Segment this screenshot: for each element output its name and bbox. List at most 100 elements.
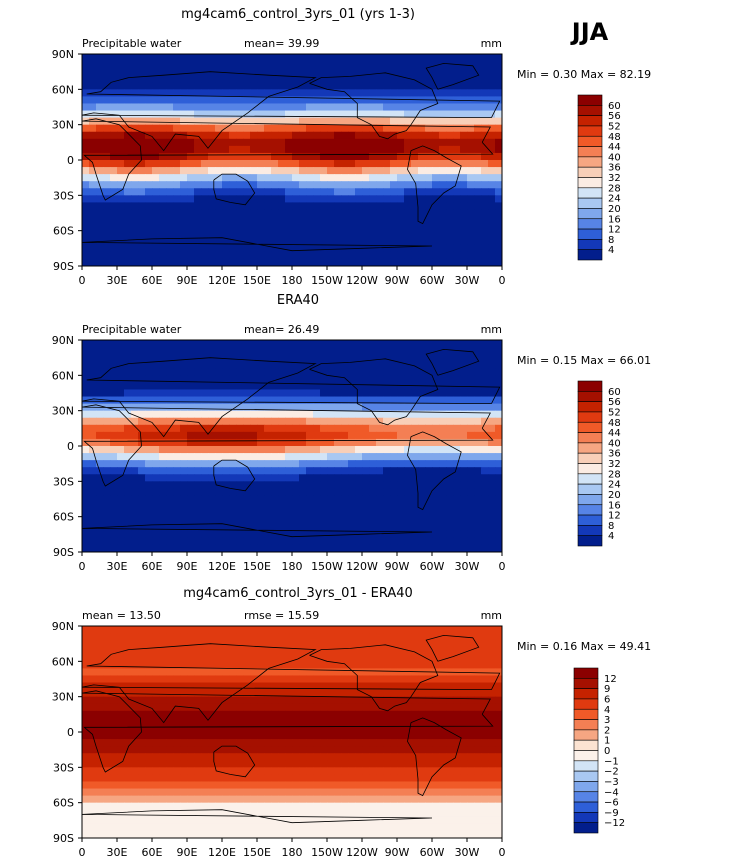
x-tick-label: 150W (311, 560, 343, 573)
colorbar-label: 28 (608, 469, 621, 480)
y-tick-label: 60N (52, 83, 74, 96)
y-tick-label: 60N (52, 369, 74, 382)
x-tick-label: 30E (107, 560, 128, 573)
coastline (407, 145, 462, 225)
colorbar-swatch (577, 411, 603, 423)
colorbar-label: 4 (604, 705, 610, 716)
colorbar-label: 60 (608, 101, 621, 112)
colorbar-label: 12 (608, 511, 621, 522)
colorbar-label: 28 (608, 183, 621, 194)
map-field (82, 340, 502, 552)
y-tick-label: 30S (53, 761, 74, 774)
coastline (82, 357, 501, 438)
colorbar-label: 12 (604, 674, 617, 685)
y-tick-label: 90N (52, 620, 74, 633)
colorbar-label: 8 (608, 521, 614, 532)
colorbar-label: 48 (608, 132, 621, 143)
colorbar-label: 56 (608, 397, 621, 408)
colorbar-label: 4 (608, 531, 614, 542)
colorbar-swatch (577, 473, 603, 485)
y-tick-label: 60N (52, 655, 74, 668)
x-tick-label: 60E (142, 560, 163, 573)
y-tick-label: 0 (67, 440, 74, 453)
y-tick-label: 30N (52, 691, 74, 704)
panel-center-label: mean= 26.49 (244, 323, 319, 336)
colorbar-label: 0 (604, 746, 610, 757)
y-tick-label: 90S (53, 832, 74, 845)
colorbar-swatch (577, 525, 603, 536)
colorbar-swatch (577, 94, 603, 106)
panel-2: ERA40 Precipitable water mean= 26.49 mm Min … (52, 293, 651, 573)
colorbar-swatch (577, 197, 603, 209)
colorbar-swatch (577, 249, 603, 261)
coastline (407, 717, 462, 797)
x-tick-label: 120E (208, 274, 236, 287)
panel-left-label: mean = 13.50 (82, 609, 161, 622)
colorbar-label: 44 (608, 428, 621, 439)
minmax-readout: Min = 0.16 Max = 49.41 (517, 640, 651, 653)
panel-left-label: Precipitable water (82, 37, 182, 50)
coastline (82, 643, 501, 724)
x-tick-label: 150E (243, 560, 271, 573)
coastline (82, 237, 433, 266)
x-tick-label: 30W (455, 274, 480, 287)
colorbar-label: 40 (608, 438, 621, 449)
x-tick-label: 180 (282, 274, 303, 287)
x-tick-label: 0 (499, 846, 506, 859)
colorbar-swatch (573, 708, 599, 720)
coastline (309, 358, 439, 426)
colorbar-swatch (577, 380, 603, 392)
coastline (425, 348, 480, 376)
colorbar-swatch (573, 750, 599, 762)
colorbar-swatch (573, 812, 599, 823)
y-tick-label: 0 (67, 154, 74, 167)
colorbar-label: 32 (608, 173, 621, 184)
colorbar-swatch (577, 463, 603, 475)
colorbar-swatch (577, 156, 603, 168)
colorbar-label: 36 (608, 449, 621, 460)
x-tick-label: 60W (420, 560, 445, 573)
x-tick-label: 120E (208, 560, 236, 573)
x-tick-label: 150W (311, 846, 343, 859)
colorbar-label: 24 (608, 480, 621, 491)
colorbar-label: −1 (604, 756, 619, 767)
colorbar-swatch (573, 822, 599, 834)
colorbar-swatch (577, 401, 603, 413)
colorbar-swatch (573, 791, 599, 803)
y-tick-label: 30S (53, 189, 74, 202)
x-tick-label: 0 (79, 560, 86, 573)
colorbar-swatch (577, 115, 603, 127)
colorbar-label: 32 (608, 459, 621, 470)
x-tick-label: 0 (79, 846, 86, 859)
coastline (82, 809, 433, 838)
colorbar-swatch (573, 719, 599, 731)
y-tick-label: 60S (53, 511, 74, 524)
colorbar-label: 48 (608, 418, 621, 429)
panel-title: mg4cam6_control_3yrs_01 - ERA40 (183, 586, 413, 601)
y-tick-label: 90N (52, 48, 74, 61)
coastline (82, 71, 501, 152)
colorbar-swatch (577, 421, 603, 433)
colorbar-swatch (577, 228, 603, 240)
colorbar-swatch (573, 688, 599, 700)
colorbar-swatch (577, 105, 603, 116)
colorbar-swatch (577, 218, 603, 230)
panel-center-label: rmse = 15.59 (244, 609, 319, 622)
coastline (309, 644, 439, 712)
x-tick-label: 90E (177, 560, 198, 573)
coastline (425, 62, 480, 90)
colorbar-swatch (577, 146, 603, 158)
x-tick-label: 60W (420, 274, 445, 287)
colorbar-label: 3 (604, 715, 610, 726)
x-tick-label: 0 (499, 274, 506, 287)
coastline (213, 745, 256, 778)
y-tick-label: 60S (53, 225, 74, 238)
x-tick-label: 150E (243, 846, 271, 859)
panel-center-label: mean= 39.99 (244, 37, 319, 50)
colorbar-label: 8 (608, 235, 614, 246)
colorbar-label: 2 (604, 725, 610, 736)
